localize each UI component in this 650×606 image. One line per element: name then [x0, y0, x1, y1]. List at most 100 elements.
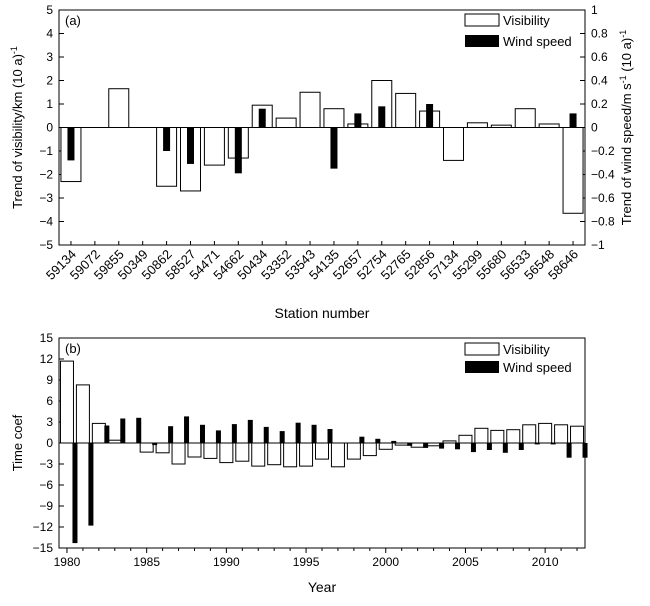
y-tick-label: 3	[46, 415, 53, 429]
visibility-bar	[458, 434, 473, 444]
y-axis-title-main: Trend of visibility/km (10 a)	[10, 54, 25, 209]
visibility-bar	[474, 427, 489, 444]
wind-speed-bar	[378, 106, 386, 128]
wind-speed-bar	[263, 426, 269, 443]
visibility-bar	[203, 442, 218, 459]
visibility-bar	[490, 429, 505, 444]
y-tick-label: −6	[39, 478, 53, 492]
visibility-bar	[155, 442, 170, 454]
visibility-bar	[275, 117, 297, 128]
wind-speed-bar	[391, 440, 397, 443]
y2-tick-label: 0.6	[591, 50, 608, 64]
visibility-bar	[187, 442, 202, 458]
wind-speed-bar	[534, 443, 540, 445]
wind-speed-bar	[247, 419, 253, 443]
visibility-bar	[466, 122, 488, 129]
y2-tick-label: −0.6	[591, 191, 615, 205]
y-tick-label: −9	[39, 499, 53, 513]
visibility-bar	[91, 422, 106, 444]
wind-speed-bar	[566, 443, 572, 458]
wind-speed-bar	[359, 436, 365, 443]
y-tick-label: −3	[39, 191, 53, 205]
wind-speed-bar	[104, 425, 110, 443]
visibility-bar	[219, 442, 234, 464]
y-tick-label: −4	[39, 215, 53, 229]
x-axis-title: Station number	[275, 305, 370, 321]
panel-label: (a)	[65, 13, 81, 28]
legend-label-wind-speed: Wind speed	[503, 360, 572, 375]
wind-speed-bar	[486, 443, 492, 450]
wind-speed-bar	[455, 443, 461, 450]
legend-swatch-visibility	[464, 13, 500, 27]
legend-swatch-visibility	[464, 342, 500, 356]
y-tick-label: 6	[46, 394, 53, 408]
wind-speed-bar	[168, 426, 174, 443]
wind-speed-bar	[407, 443, 413, 446]
wind-speed-bar	[279, 431, 285, 443]
y-tick-label: 1	[46, 97, 53, 111]
x-axis-title: Year	[308, 579, 337, 595]
visibility-bar	[315, 442, 329, 460]
visibility-bar	[171, 442, 186, 465]
y2-tick-label: −1	[591, 238, 605, 252]
y-tick-label: 0	[46, 436, 53, 450]
visibility-bar	[506, 429, 521, 444]
visibility-bar	[59, 360, 74, 444]
visibility-bar	[538, 123, 560, 128]
y2-axis-title-superscript: -1	[618, 75, 628, 83]
wind-speed-bar	[184, 416, 190, 443]
wind-speed-bar	[327, 429, 333, 443]
legend-swatch-wind-speed	[465, 35, 499, 47]
wind-speed-bar	[518, 443, 524, 450]
y-tick-label: 9	[46, 373, 53, 387]
visibility-bar	[514, 108, 536, 128]
y2-tick-label: 0.8	[591, 27, 608, 41]
visibility-bar	[323, 108, 345, 128]
visibility-bar	[299, 442, 314, 467]
visibility-bar	[330, 442, 345, 468]
wind-speed-bar	[231, 424, 237, 443]
y2-tick-label: −0.8	[591, 215, 615, 229]
visibility-bar	[75, 384, 90, 444]
y-tick-label: 2	[46, 74, 53, 88]
panel-b: −15 −12 −9 −6 −3 0 3 6 9 12 15 1980 1985 1990 1995 2000…	[10, 331, 588, 595]
wind-speed-bar	[187, 127, 194, 164]
legend-label-visibility: Visibility	[503, 13, 550, 28]
wind-speed-bar	[72, 443, 78, 544]
visibility-bar	[522, 424, 537, 444]
wind-speed-bar	[311, 424, 317, 443]
year-label: 2000	[372, 555, 399, 569]
y-tick-label: 12	[40, 352, 54, 366]
y-tick-label: 15	[40, 331, 54, 345]
y-tick-label: −12	[33, 520, 54, 534]
visibility-bar	[538, 422, 553, 444]
panel-label: (b)	[65, 341, 81, 356]
year-label: 1980	[54, 555, 81, 569]
legend-label-wind-speed: Wind speed	[503, 34, 572, 49]
year-label: 2005	[452, 555, 479, 569]
wind-speed-bar	[582, 443, 588, 458]
visibility-bar	[378, 442, 393, 450]
visibility-bar	[267, 442, 282, 466]
wind-speed-bar	[199, 424, 205, 443]
visibility-bar	[362, 442, 377, 457]
wind-speed-bar	[67, 127, 75, 161]
legend-swatch-wind-speed	[465, 361, 499, 373]
y-tick-label: −3	[39, 457, 53, 471]
wind-speed-bar	[152, 443, 158, 446]
wind-speed-bar	[439, 443, 445, 449]
y2-axis-title-main: Trend of wind speed/m s	[619, 83, 634, 225]
y2-tick-label: 1	[591, 3, 598, 17]
wind-speed-bar	[354, 113, 362, 128]
wind-speed-bar	[215, 430, 221, 443]
y2-tick-label: −0.4	[591, 168, 615, 182]
y-tick-label: 0	[46, 121, 53, 135]
y-axis-title: Time coef	[10, 414, 25, 471]
year-label: 1985	[133, 555, 160, 569]
y-tick-label: −2	[39, 168, 53, 182]
y2-tick-label: 0.2	[591, 97, 608, 111]
visibility-bar	[235, 442, 250, 462]
y-tick-label: −1	[39, 144, 53, 158]
y-tick-label: −5	[39, 238, 53, 252]
